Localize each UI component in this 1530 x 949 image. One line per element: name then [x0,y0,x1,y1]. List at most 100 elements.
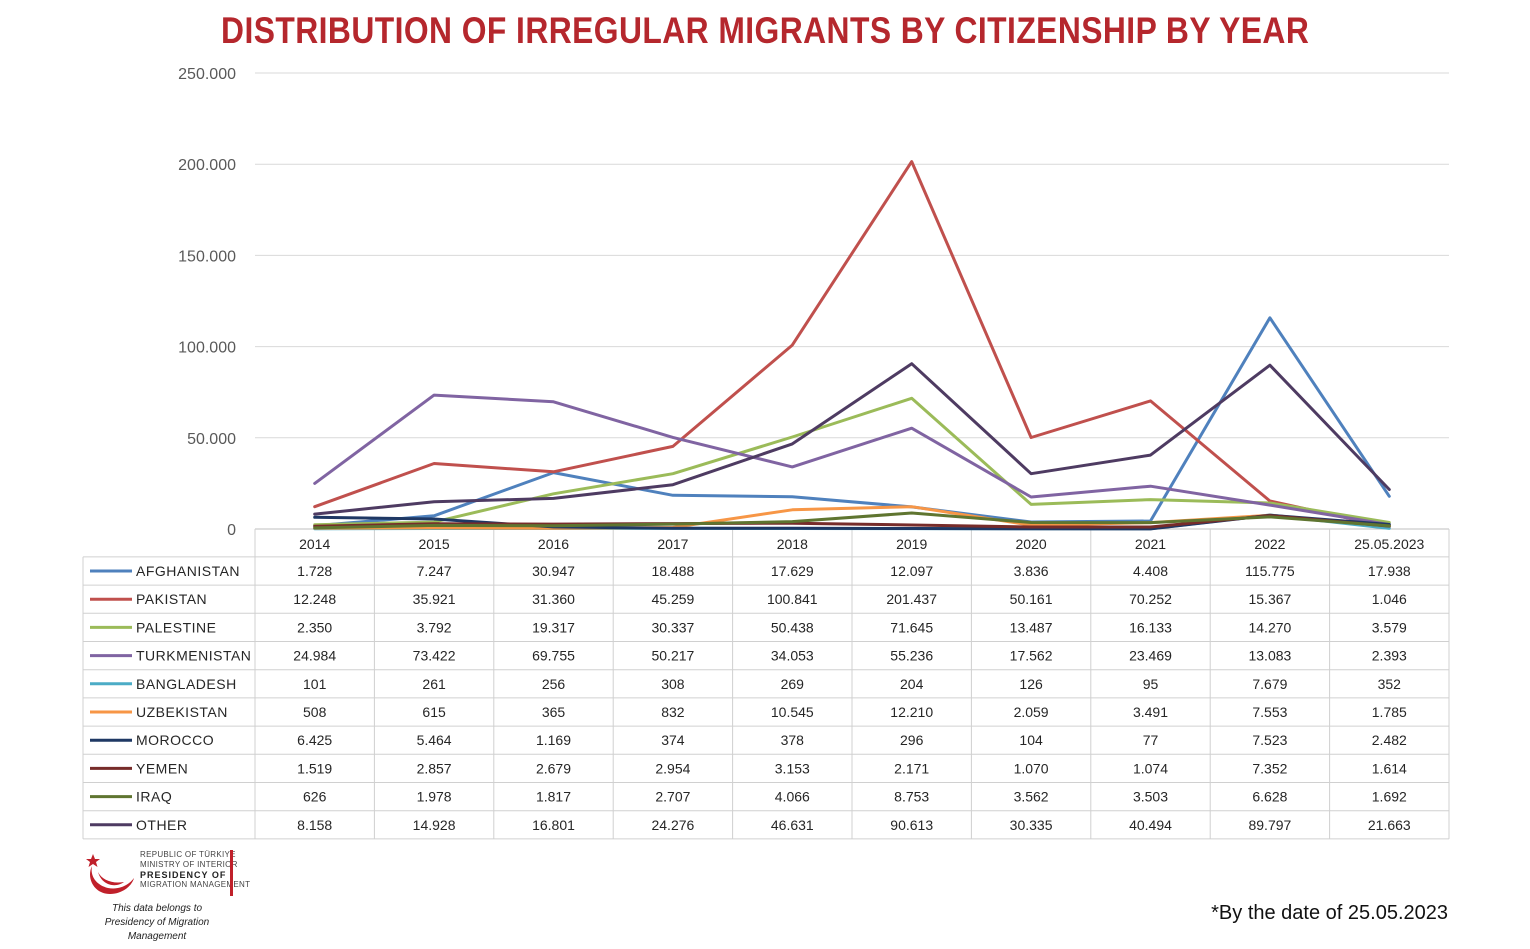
data-label: 14.270 [1248,619,1291,635]
data-label: 1.817 [536,789,571,805]
data-label: 626 [303,789,327,805]
data-label: 296 [900,732,924,748]
data-label: 8.753 [894,789,929,805]
data-label: 100.841 [767,591,818,607]
x-tick-label: 2022 [1254,536,1285,552]
data-label: 3.562 [1014,789,1049,805]
x-tick-label: 2015 [419,536,450,552]
data-label: 2.679 [536,760,571,776]
legend-label: YEMEN [136,760,188,776]
data-label: 269 [781,676,805,692]
data-label: 13.083 [1248,648,1291,664]
legend-label: TURKMENISTAN [136,648,251,664]
x-tick-label: 2018 [777,536,808,552]
series-line-palestine [313,396,1391,527]
data-label: 1.519 [297,760,332,776]
legend-label: MOROCCO [136,732,214,748]
legend-label: BANGLADESH [136,676,237,692]
data-label: 256 [542,676,566,692]
data-label: 77 [1143,732,1159,748]
data-label: 1.074 [1133,760,1168,776]
data-label: 18.488 [651,563,694,579]
series-line-iraq [313,511,1391,530]
x-tick-label: 2021 [1135,536,1166,552]
data-label: 1.978 [417,789,452,805]
data-label: 17.629 [771,563,814,579]
data-label: 50.438 [771,619,814,635]
logo-line-2: MINISTRY OF INTERIOR [140,860,238,869]
legend-label: PALESTINE [136,619,217,635]
logo-note: This data belongs to Presidency of Migra… [82,902,232,944]
data-label: 2.350 [297,619,332,635]
data-label: 2.482 [1372,732,1407,748]
data-label: 3.836 [1014,563,1049,579]
x-tick-label: 2019 [896,536,927,552]
data-label: 24.984 [293,648,336,664]
legend-label: UZBEKISTAN [136,704,228,720]
data-label: 19.317 [532,619,575,635]
x-tick-label: 2020 [1016,536,1047,552]
data-label: 3.792 [417,619,452,635]
data-label: 23.469 [1129,648,1172,664]
data-label: 3.503 [1133,789,1168,805]
data-label: 5.464 [417,732,452,748]
data-label: 2.059 [1014,704,1049,720]
data-label: 261 [422,676,446,692]
data-label: 201.437 [886,591,937,607]
data-label: 7.523 [1252,732,1287,748]
data-label: 6.628 [1252,789,1287,805]
data-label: 55.236 [890,648,933,664]
data-label: 73.422 [413,648,456,664]
data-label: 90.613 [890,817,933,833]
data-label: 21.663 [1368,817,1411,833]
data-label: 1.728 [297,563,332,579]
data-label: 4.408 [1133,563,1168,579]
x-tick-label: 25.05.2023 [1354,536,1424,552]
series-line-pakistan [313,160,1391,529]
data-label: 16.133 [1129,619,1172,635]
data-label: 378 [781,732,805,748]
data-label: 832 [661,704,685,720]
data-label: 24.276 [651,817,694,833]
data-label: 615 [422,704,446,720]
legend-label: IRAQ [136,789,172,805]
data-label: 308 [661,676,685,692]
data-label: 10.545 [771,704,814,720]
data-label: 95 [1143,676,1159,692]
data-label: 31.360 [532,591,575,607]
footnote: *By the date of 25.05.2023 [1211,902,1448,924]
logo-line-1: REPUBLIC OF TÜRKIYE [140,850,236,859]
x-tick-label: 2016 [538,536,569,552]
data-label: 2.954 [655,760,690,776]
data-label: 30.947 [532,563,575,579]
data-label: 352 [1378,676,1402,692]
data-label: 3.579 [1372,619,1407,635]
chart-title: DISTRIBUTION OF IRREGULAR MIGRANTS BY CI… [221,10,1310,51]
data-label: 3.491 [1133,704,1168,720]
data-label: 115.775 [1245,563,1295,579]
data-label: 7.247 [417,563,452,579]
data-label: 3.153 [775,760,810,776]
data-label: 71.645 [890,619,933,635]
data-label: 8.158 [297,817,332,833]
data-label: 12.210 [890,704,933,720]
data-label: 89.797 [1248,817,1291,833]
data-label: 2.171 [894,760,929,776]
data-label: 69.755 [532,648,575,664]
data-label: 46.631 [771,817,814,833]
data-label: 1.070 [1014,760,1049,776]
series-line-other [313,362,1391,516]
data-label: 45.259 [651,591,694,607]
logo-text: REPUBLIC OF TÜRKIYE MINISTRY OF INTERIOR… [140,850,250,890]
data-label: 1.785 [1372,704,1407,720]
y-tick-label: 100.000 [178,340,236,357]
data-label: 70.252 [1129,591,1172,607]
data-label: 101 [303,676,327,692]
data-label: 34.053 [771,648,814,664]
data-label: 1.169 [536,732,571,748]
data-label: 16.801 [532,817,575,833]
y-tick-label: 200.000 [178,157,236,174]
data-label: 2.707 [655,789,690,805]
logo-note-line-2: Presidency of Migration Management [104,917,210,942]
